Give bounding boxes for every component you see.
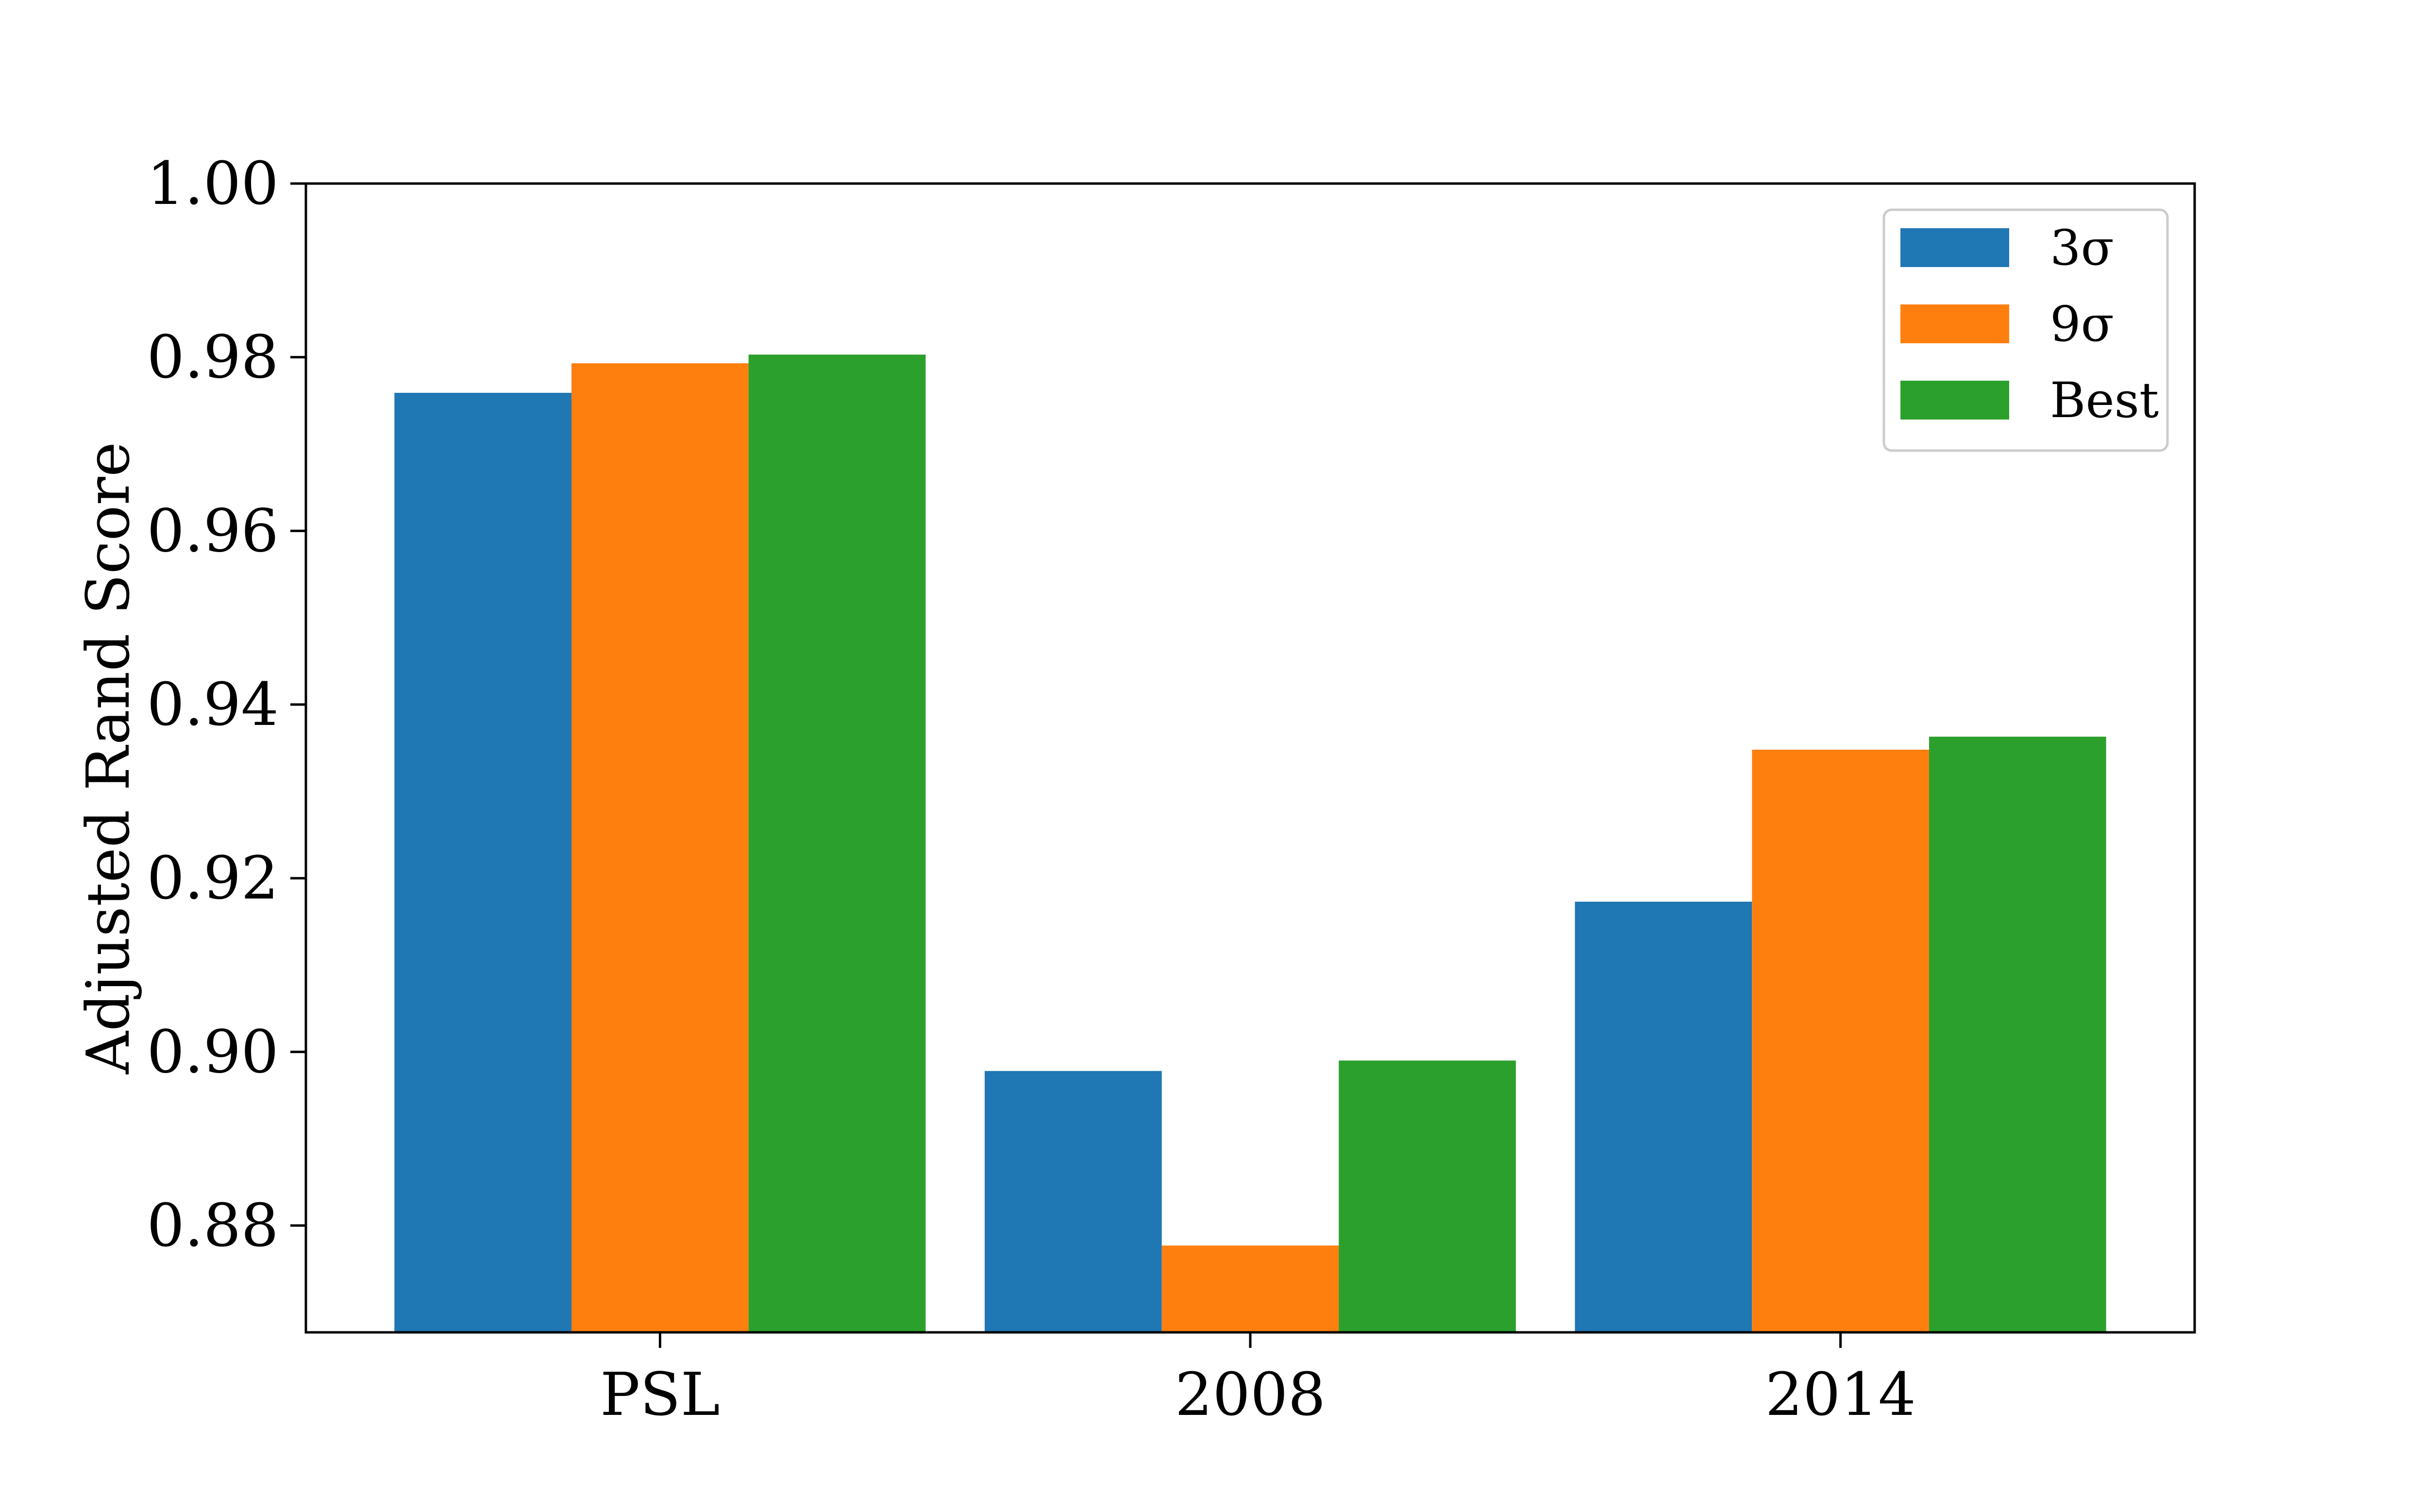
legend-label: Best xyxy=(2050,372,2159,429)
bar-psl-1 xyxy=(394,393,571,1332)
bar-psl-3 xyxy=(748,354,926,1332)
y-axis: 0.88 0.90 0.92 0.94 0.96 0.98 1.00 xyxy=(147,149,306,1260)
x-axis: PSL 2008 2014 xyxy=(600,1332,1916,1429)
y-tick-label: 0.92 xyxy=(147,844,279,913)
legend-swatch xyxy=(1900,304,2009,343)
y-axis-label: Adjusted Rand Score xyxy=(74,442,143,1075)
bar-2008-3 xyxy=(1339,1060,1516,1332)
y-tick-label: 0.94 xyxy=(147,670,279,739)
bar-2014-2 xyxy=(1752,750,1929,1332)
bar-2008-2 xyxy=(1161,1245,1339,1332)
bar-2014-1 xyxy=(1575,902,1752,1332)
bar-psl-2 xyxy=(571,363,749,1333)
x-tick-label: 2008 xyxy=(1175,1360,1326,1429)
legend-swatch xyxy=(1900,381,2009,420)
y-tick-label: 0.96 xyxy=(147,496,279,565)
y-tick-label: 1.00 xyxy=(147,149,279,218)
legend: 3σ 9σ Best xyxy=(1882,208,2169,452)
bars-group xyxy=(394,354,2106,1333)
y-tick-label: 0.98 xyxy=(147,323,279,392)
bar-2008-1 xyxy=(985,1071,1162,1332)
x-tick-label: PSL xyxy=(600,1360,720,1429)
legend-label: 3σ xyxy=(2050,219,2114,276)
y-tick-label: 0.88 xyxy=(147,1191,279,1260)
legend-swatch xyxy=(1900,228,2009,267)
legend-label: 9σ xyxy=(2050,296,2114,353)
x-tick-label: 2014 xyxy=(1765,1360,1915,1429)
bar-2014-3 xyxy=(1929,737,2106,1332)
y-tick-label: 0.90 xyxy=(147,1017,279,1086)
